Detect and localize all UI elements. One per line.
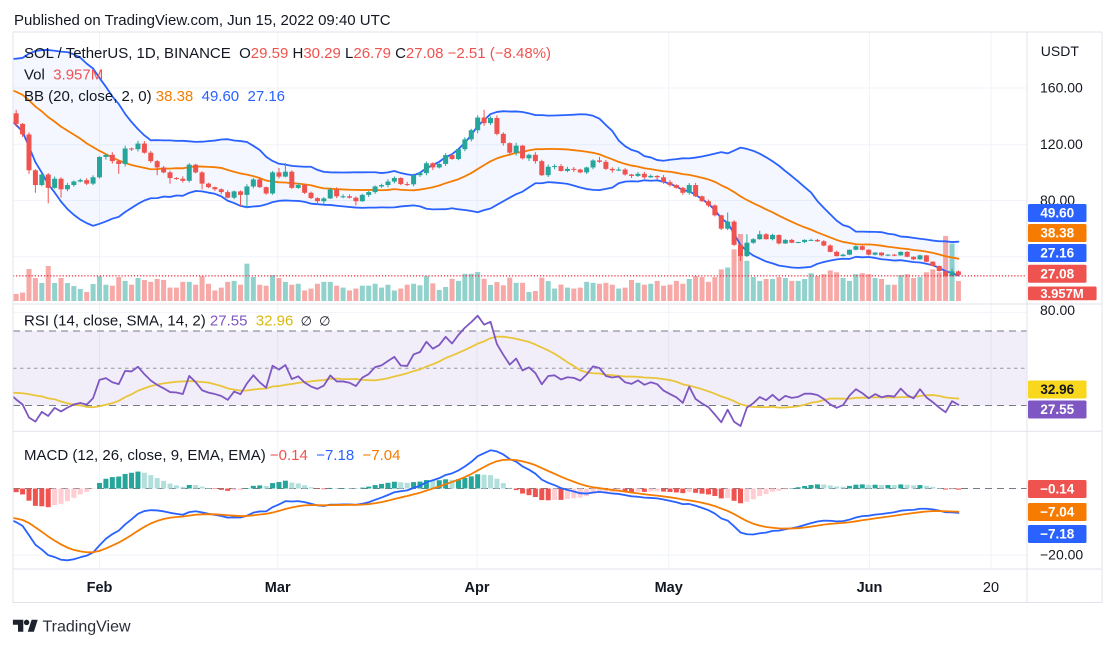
svg-text:RSI (14, close, SMA, 14, 2) 27: RSI (14, close, SMA, 14, 2) 27.55 32.96 … xyxy=(24,313,330,330)
svg-text:27.16: 27.16 xyxy=(1040,246,1074,261)
svg-text:27.08: 27.08 xyxy=(1040,267,1074,282)
svg-text:MACD (12, 26, close, 9, EMA, E: MACD (12, 26, close, 9, EMA, EMA) −0.14 … xyxy=(24,447,400,464)
svg-text:−7.18: −7.18 xyxy=(1040,527,1075,542)
svg-text:120.00: 120.00 xyxy=(1040,136,1083,152)
svg-text:38.38: 38.38 xyxy=(1040,226,1074,241)
svg-text:80.00: 80.00 xyxy=(1040,302,1075,318)
svg-text:27.55: 27.55 xyxy=(1040,402,1074,417)
svg-text:Vol 3.957M: Vol 3.957M xyxy=(24,67,103,84)
svg-text:BB (20, close, 2, 0) 38.38 49: BB (20, close, 2, 0) 38.38 49.60 27.16 xyxy=(24,88,285,105)
svg-text:Apr: Apr xyxy=(465,580,490,596)
svg-text:−7.04: −7.04 xyxy=(1040,505,1075,520)
svg-text:160.00: 160.00 xyxy=(1040,80,1083,96)
svg-text:Mar: Mar xyxy=(265,580,291,596)
svg-text:Jun: Jun xyxy=(857,580,883,596)
svg-text:3.957M: 3.957M xyxy=(1040,286,1083,301)
svg-text:−0.14: −0.14 xyxy=(1040,482,1075,497)
svg-text:49.60: 49.60 xyxy=(1040,206,1074,221)
svg-text:−20.00: −20.00 xyxy=(1040,547,1083,563)
svg-text:TradingView: TradingView xyxy=(43,619,131,636)
svg-text:SOL / TetherUS, 1D, BINANCE O: SOL / TetherUS, 1D, BINANCE O29.59 H30.2… xyxy=(24,45,551,62)
svg-text:Published on TradingView.com,: Published on TradingView.com, Jun 15, 20… xyxy=(14,12,391,29)
svg-text:May: May xyxy=(655,580,683,596)
svg-text:USDT: USDT xyxy=(1041,43,1080,59)
svg-text:20: 20 xyxy=(983,580,999,596)
svg-text:32.96: 32.96 xyxy=(1040,382,1074,397)
svg-text:Feb: Feb xyxy=(87,580,113,596)
